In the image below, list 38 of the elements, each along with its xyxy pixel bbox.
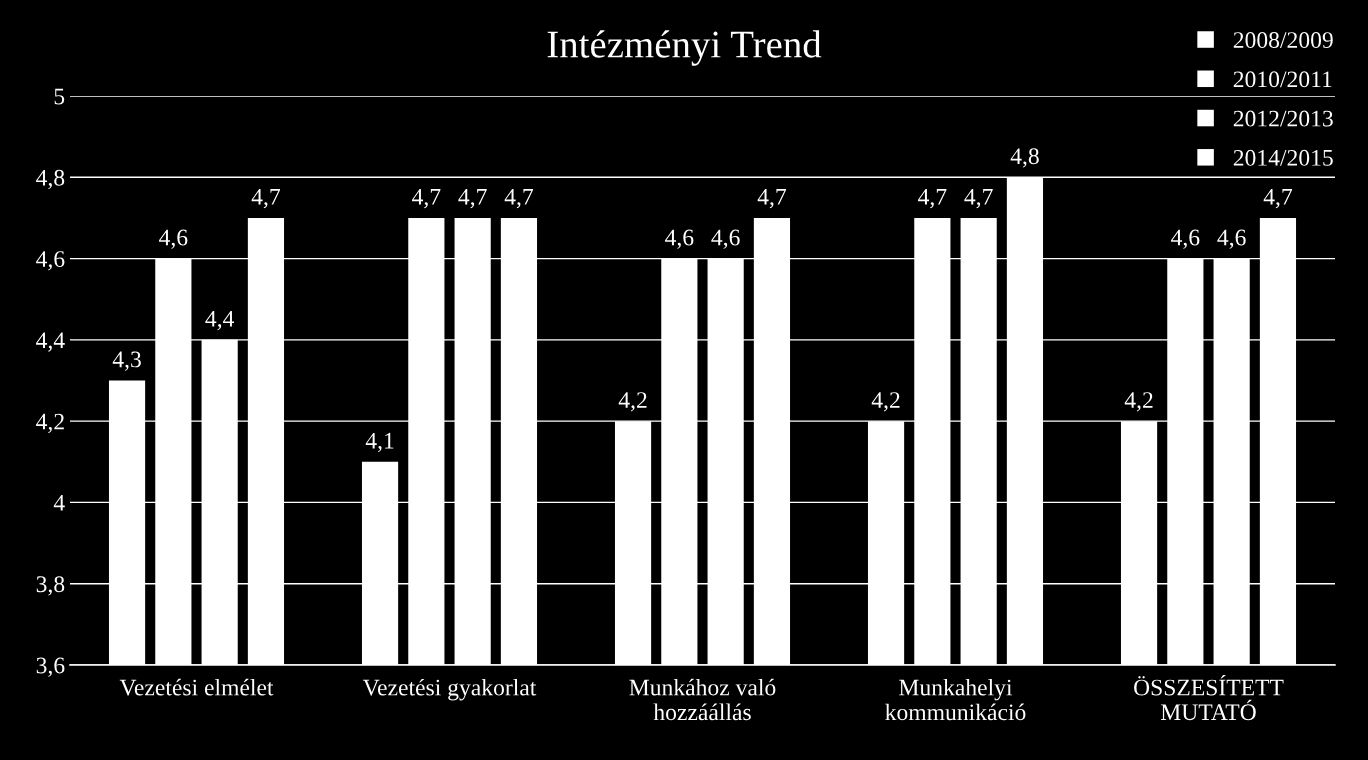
- data-label: 4,3: [112, 351, 141, 371]
- data-label: 4,8: [1010, 148, 1039, 168]
- data-label: 4,7: [412, 189, 441, 209]
- data-label: 4,7: [757, 189, 787, 209]
- x-tick-label: Vezetési gyakorlat: [362, 678, 537, 701]
- y-tick-label: 3,6: [36, 657, 65, 677]
- data-label: 4,7: [1263, 189, 1293, 209]
- legend-label: 2012/2013: [1233, 110, 1333, 127]
- data-label: 4,2: [871, 392, 900, 412]
- x-tick-label: Vezetési elmélet: [119, 678, 274, 696]
- y-tick-label: 4,6: [36, 251, 65, 271]
- data-label: 4,7: [918, 189, 947, 209]
- data-label: 4,4: [205, 310, 235, 331]
- y-tick-label: 4,8: [36, 169, 65, 190]
- data-label: 4,6: [159, 229, 188, 249]
- data-label: 4,7: [458, 189, 487, 209]
- chart-title: Intézményi Trend: [547, 30, 822, 66]
- data-label: 4,2: [618, 392, 647, 412]
- data-label: 4,7: [964, 189, 993, 209]
- x-tick-label: Munkahelyi kommunikáció: [885, 678, 1026, 721]
- y-tick-label: 4,4: [36, 332, 65, 352]
- x-tick-label: ÖSSZESÍTETT MUTATÓ: [1134, 675, 1284, 721]
- legend-label: 2010/2011: [1233, 71, 1332, 88]
- data-label: 4,1: [365, 432, 394, 453]
- data-label: 4,6: [1217, 229, 1246, 249]
- x-tick-label: Munkához való hozzáállás: [629, 678, 776, 721]
- data-label: 4,6: [665, 229, 694, 249]
- legend-label: 2008/2009: [1233, 32, 1333, 49]
- y-tick-label: 3,8: [36, 576, 65, 596]
- y-tick-label: 4: [53, 495, 65, 511]
- data-label: 4,6: [711, 229, 740, 249]
- legend-label: 2014/2015: [1233, 149, 1333, 166]
- data-label: 4,7: [251, 189, 281, 209]
- data-label: 4,6: [1171, 229, 1200, 249]
- data-label: 4,2: [1124, 392, 1153, 412]
- y-tick-label: 4,2: [36, 413, 64, 433]
- y-tick-label: 5: [54, 88, 65, 105]
- data-label: 4,7: [504, 189, 534, 209]
